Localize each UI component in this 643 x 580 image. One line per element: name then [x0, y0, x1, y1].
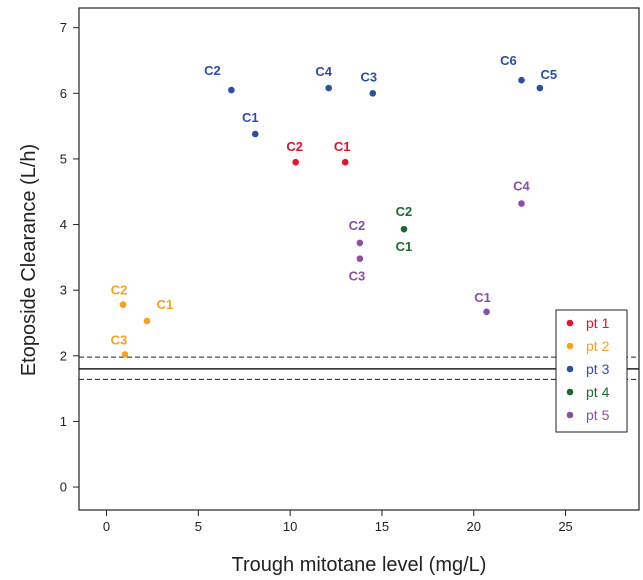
point-label: C3: [349, 269, 366, 284]
legend-label-pt4: pt 4: [586, 384, 610, 400]
y-tick-label: 1: [60, 414, 67, 429]
y-tick-label: 6: [60, 86, 67, 101]
data-point: [356, 255, 364, 262]
legend-label-pt1: pt 1: [586, 315, 610, 331]
data-point: [143, 317, 151, 325]
point-label: C1: [334, 139, 351, 154]
legend-label-pt2: pt 2: [586, 338, 610, 354]
point-label: C2: [204, 63, 221, 78]
legend-marker-pt5: [566, 411, 574, 419]
y-tick-label: 7: [60, 20, 67, 35]
legend-marker-pt2: [566, 342, 574, 350]
y-tick-label: 5: [60, 151, 67, 166]
legend: pt 1 pt 2 pt 3 pt 4 pt 5: [555, 309, 628, 433]
data-point: [325, 84, 333, 92]
legend-marker-pt4: [566, 388, 574, 396]
data-point: [483, 308, 490, 316]
y-tick-label: 4: [60, 217, 67, 232]
x-tick-label: 15: [375, 519, 389, 534]
data-point: [400, 225, 408, 233]
data-point: [536, 84, 544, 92]
data-point: [121, 351, 129, 358]
point-label: C3: [111, 332, 128, 347]
point-label: C5: [541, 67, 558, 82]
y-tick-label: 2: [60, 348, 67, 363]
point-label: C4: [315, 64, 332, 79]
point-label: C3: [360, 69, 377, 84]
data-point: [356, 239, 364, 247]
point-label: C1: [396, 239, 413, 254]
x-tick-label: 5: [195, 519, 202, 534]
point-label: C2: [349, 218, 366, 233]
legend-label-pt5: pt 5: [586, 407, 610, 423]
point-label: C2: [396, 204, 413, 219]
plot-frame: [78, 7, 640, 511]
reference-lines: [79, 356, 639, 380]
x-axis: 0 5 10 15 20 25: [103, 510, 573, 534]
point-label: C4: [513, 179, 530, 194]
x-tick-label: 10: [283, 519, 297, 534]
data-point: [228, 86, 235, 94]
y-tick-label: 3: [60, 283, 67, 298]
data-point: [341, 158, 349, 166]
point-label: C6: [500, 53, 517, 68]
x-tick-label: 20: [467, 519, 481, 534]
data-point: [369, 90, 377, 97]
legend-label-pt3: pt 3: [586, 361, 610, 377]
data-points: [119, 76, 544, 358]
y-axis-title: Etoposide Clearance (L/h): [18, 144, 40, 376]
legend-marker-pt1: [566, 319, 574, 327]
point-label: C1: [157, 297, 174, 312]
y-tick-label: 0: [60, 480, 67, 495]
data-point: [292, 158, 299, 166]
data-point: [119, 301, 127, 308]
point-label: C2: [111, 283, 128, 298]
data-point: [251, 130, 259, 138]
x-axis-title: Trough mitotane level (mg/L): [232, 554, 487, 576]
legend-marker-pt3: [566, 365, 574, 373]
x-tick-label: 0: [103, 519, 110, 534]
data-point: [518, 76, 525, 84]
point-label: C1: [474, 290, 491, 305]
point-labels: C2 C1 C2 C1 C3 C2 C1 C4 C3 C6 C5 C2 C1 C2 C3 C4 C1: [111, 53, 558, 347]
point-label: C2: [286, 139, 303, 154]
y-axis: 0 1 2 3 4 5 6 7: [60, 20, 79, 495]
point-label: C1: [242, 110, 259, 125]
x-tick-label: 25: [558, 519, 572, 534]
data-point: [518, 200, 525, 207]
